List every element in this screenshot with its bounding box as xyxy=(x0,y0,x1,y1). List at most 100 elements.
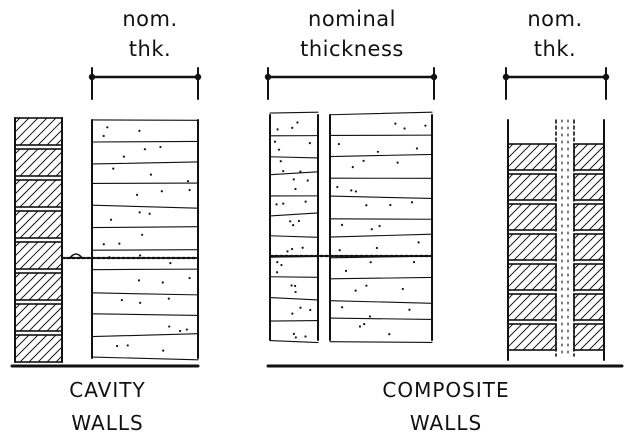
brick-hatch xyxy=(550,164,556,170)
brick-hatch xyxy=(508,294,531,317)
stipple-dot xyxy=(275,203,277,205)
brick-hatch xyxy=(541,305,556,320)
stipple-dot xyxy=(304,335,306,337)
stipple-dot xyxy=(294,188,296,190)
brick-hatch xyxy=(15,149,29,163)
stipple-dot xyxy=(127,344,129,346)
brick-hatch xyxy=(508,234,522,248)
stipple-dot xyxy=(359,325,361,327)
bed-joint xyxy=(92,334,198,337)
brick-hatch xyxy=(47,223,62,238)
brick-hatch xyxy=(15,149,38,172)
brick-hatch xyxy=(574,174,588,188)
brick-hatch xyxy=(550,284,556,290)
stipple-dot xyxy=(418,241,420,243)
label-line: nom. xyxy=(95,4,205,34)
dimension-dot xyxy=(503,74,509,80)
brick-hatch xyxy=(15,118,29,132)
stipple-dot xyxy=(168,325,170,327)
brick-hatch xyxy=(589,155,604,170)
stipple-dot xyxy=(159,146,161,148)
stipple-dot xyxy=(292,224,294,226)
stipple-dot xyxy=(168,298,170,300)
stipple-dot xyxy=(394,123,396,125)
stipple-dot xyxy=(355,190,357,192)
stipple-dot xyxy=(161,190,163,192)
stipple-dot xyxy=(276,271,278,273)
brick-hatch xyxy=(541,215,556,230)
stipple-dot xyxy=(139,302,141,304)
brick-hatch xyxy=(589,215,604,230)
stipple-dot xyxy=(286,250,288,252)
brick-hatch xyxy=(574,324,588,338)
brick-hatch xyxy=(574,234,588,248)
stipple-dot xyxy=(139,254,141,256)
stipple-dot xyxy=(150,174,152,176)
stipple-dot xyxy=(293,178,295,180)
brick-hatch xyxy=(574,204,588,218)
stipple-dot xyxy=(424,125,426,127)
brick-hatch xyxy=(550,254,556,260)
stipple-dot xyxy=(280,160,282,162)
stipple-dot xyxy=(139,211,141,213)
bed-joint xyxy=(330,112,432,115)
stipple-dot xyxy=(413,261,415,263)
dimension-dot xyxy=(89,74,95,80)
stipple-dot xyxy=(187,180,189,182)
brick-hatch xyxy=(47,254,62,269)
composite-brick-left-brick xyxy=(508,204,556,230)
stipple-dot xyxy=(339,249,341,251)
bed-joint xyxy=(92,314,198,316)
composite-brick-left-brick xyxy=(508,144,556,170)
stipple-dot xyxy=(289,220,291,222)
brick-hatch xyxy=(589,335,604,350)
stipple-dot xyxy=(276,261,278,263)
brick-hatch xyxy=(508,174,522,188)
stipple-dot xyxy=(336,186,338,188)
stipple-dot xyxy=(299,307,301,309)
stipple-dot xyxy=(103,243,105,245)
bed-joint xyxy=(270,236,318,238)
brick-hatch xyxy=(47,316,62,331)
stipple-dot xyxy=(305,201,307,203)
brick-hatch xyxy=(47,161,62,176)
stipple-dot xyxy=(141,234,143,236)
composite-brick-left-brick xyxy=(508,264,556,290)
stipple-dot xyxy=(403,127,405,129)
brick-hatch xyxy=(15,180,38,203)
stipple-dot xyxy=(397,162,399,164)
stipple-dot xyxy=(123,156,125,158)
caption-line: WALLS xyxy=(268,407,624,440)
stipple-dot xyxy=(370,261,372,263)
brick-hatch xyxy=(15,211,38,234)
caption-line: CAVITY xyxy=(15,374,200,407)
brick-hatch xyxy=(15,118,38,141)
stipple-dot xyxy=(345,270,347,272)
stipple-dot xyxy=(309,309,311,311)
bed-joint xyxy=(270,298,318,300)
composite-brick-right-brick xyxy=(574,204,604,230)
stipple-dot xyxy=(341,306,343,308)
brick-hatch xyxy=(550,314,556,320)
bed-joint xyxy=(330,234,432,237)
stipple-dot xyxy=(388,333,390,335)
stipple-dot xyxy=(276,128,278,130)
stipple-dot xyxy=(169,262,171,264)
cavity-outer-brick xyxy=(15,304,62,331)
stipple-dot xyxy=(411,201,413,203)
stipple-dot xyxy=(296,121,298,123)
brick-hatch xyxy=(47,192,62,207)
composite-brick-left-brick xyxy=(508,324,556,350)
brick-hatch xyxy=(508,264,531,287)
stipple-dot xyxy=(110,219,112,221)
brick-hatch xyxy=(508,174,531,197)
stipple-dot xyxy=(186,328,188,330)
stipple-dot xyxy=(355,290,357,292)
brick-hatch xyxy=(541,245,556,260)
brick-hatch xyxy=(508,234,531,257)
stipple-dot xyxy=(138,279,140,281)
brick-hatch xyxy=(541,275,556,290)
stipple-dot xyxy=(369,315,371,317)
